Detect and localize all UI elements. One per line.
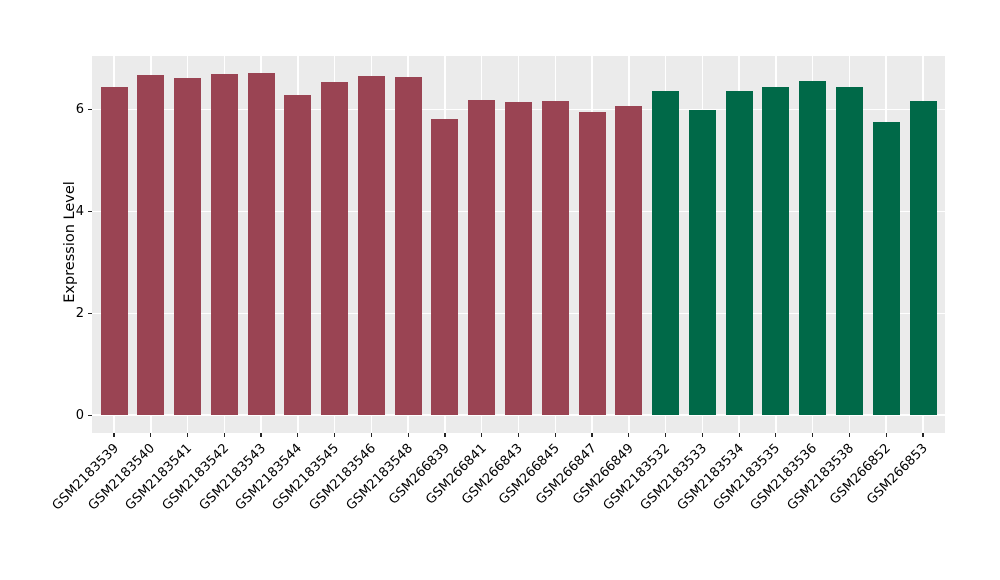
x-tick-mark [812, 433, 814, 437]
bar [615, 106, 643, 416]
bar [357, 76, 385, 416]
x-tick-mark [223, 433, 225, 437]
bar [872, 122, 900, 416]
x-tick-mark [701, 433, 703, 437]
bar [137, 74, 165, 416]
bar [247, 73, 275, 416]
bar [468, 99, 496, 416]
bar [174, 77, 202, 416]
y-axis-title: Expression Level [62, 181, 78, 303]
x-tick-mark [591, 433, 593, 437]
x-tick-mark [628, 433, 630, 437]
x-tick-mark [444, 433, 446, 437]
y-tick-mark [88, 210, 92, 212]
x-tick-mark [150, 433, 152, 437]
x-tick-mark [481, 433, 483, 437]
bar [321, 82, 349, 416]
x-tick-mark [113, 433, 115, 437]
x-tick-mark [554, 433, 556, 437]
y-tick-label: 6 [75, 101, 84, 117]
x-tick-mark [517, 433, 520, 437]
bar [688, 110, 716, 416]
bar [210, 74, 238, 416]
bar [394, 77, 422, 416]
x-tick-mark [664, 433, 667, 437]
x-tick-mark [407, 433, 409, 437]
x-tick-mark [738, 433, 740, 437]
x-tick-mark [186, 433, 189, 437]
x-tick-mark [370, 433, 372, 437]
x-tick-mark [885, 433, 887, 437]
bar [762, 86, 790, 416]
y-tick-label: 2 [75, 305, 84, 321]
x-tick-mark [260, 433, 262, 437]
bar [100, 86, 128, 416]
bar [835, 86, 863, 416]
x-tick-mark [922, 433, 924, 437]
y-tick-mark [88, 312, 92, 314]
x-tick-mark [297, 433, 299, 437]
bar [909, 101, 937, 416]
x-tick-mark [775, 433, 777, 437]
bar [431, 118, 459, 416]
x-tick-mark [848, 433, 851, 437]
bar [541, 101, 569, 416]
horizontal-gridline [92, 414, 945, 416]
bar [799, 81, 827, 416]
bar [578, 111, 606, 416]
y-tick-mark [88, 108, 92, 111]
y-tick-mark [88, 414, 92, 416]
bar [284, 95, 312, 416]
bar [652, 91, 680, 416]
x-tick-mark [334, 433, 336, 437]
y-tick-label: 0 [75, 407, 84, 423]
y-tick-label: 4 [75, 203, 84, 219]
bar [725, 91, 753, 416]
bar [505, 102, 532, 416]
